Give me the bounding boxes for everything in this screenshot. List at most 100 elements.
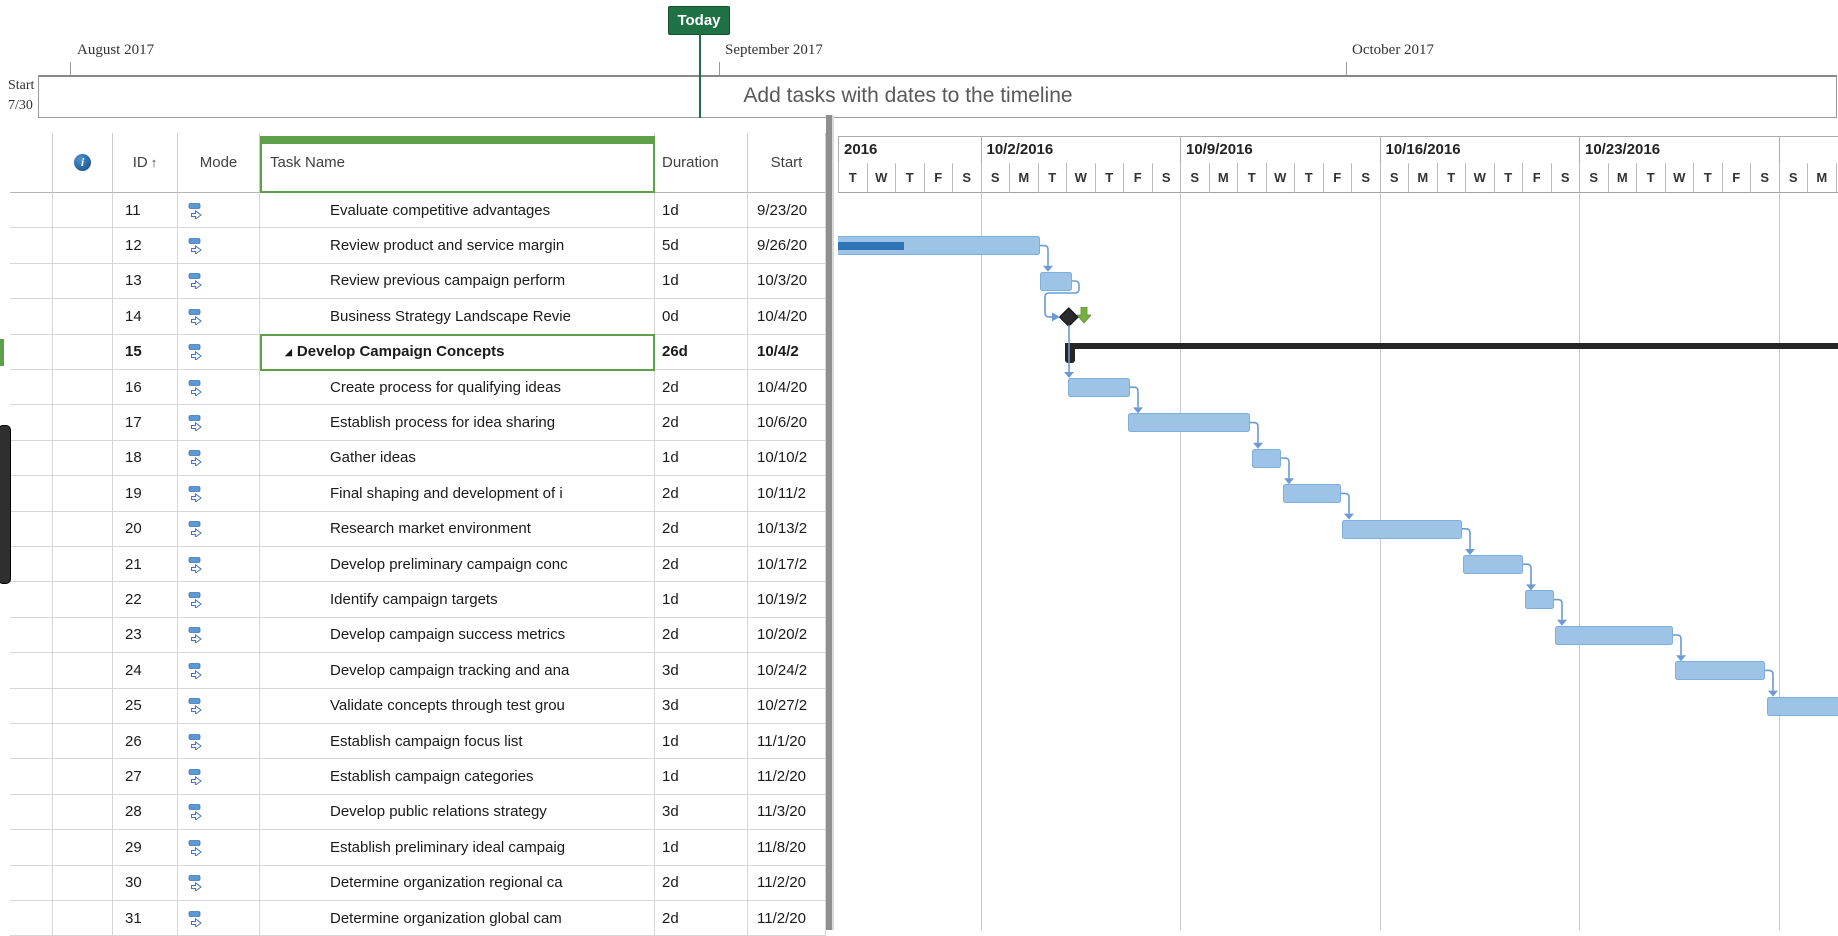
cell-task-name[interactable]: Develop preliminary campaign conc [260,547,655,581]
cell-duration[interactable]: 26d [655,335,748,369]
row-gutter-cell[interactable] [10,830,53,864]
cell-start[interactable]: 11/2/20 [748,866,826,900]
indicator-cell[interactable] [53,370,113,404]
cell-id[interactable]: 19 [113,476,178,510]
cell-mode[interactable] [178,441,260,475]
row-gutter-cell[interactable] [10,405,53,439]
cell-id[interactable]: 11 [113,193,178,227]
cell-id[interactable]: 25 [113,689,178,723]
indicator-cell[interactable] [53,759,113,793]
column-header-task-name[interactable]: Task Name [260,133,655,193]
cell-duration[interactable]: 3d [655,653,748,687]
cell-mode[interactable] [178,759,260,793]
cell-task-name[interactable]: Business Strategy Landscape Revie [260,299,655,333]
cell-duration[interactable]: 2d [655,866,748,900]
day-header-cell[interactable]: S [1750,163,1779,193]
cell-start[interactable]: 10/13/2 [748,512,826,546]
day-header-cell[interactable]: T [895,163,924,193]
cell-mode[interactable] [178,547,260,581]
cell-start[interactable]: 10/10/2 [748,441,826,475]
indicator-cell[interactable] [53,653,113,687]
day-header-cell[interactable]: W [1266,163,1295,193]
gantt-bar[interactable] [1283,484,1341,503]
day-header-cell[interactable]: F [1522,163,1551,193]
column-header-mode[interactable]: Mode [178,133,260,193]
day-header-cell[interactable]: T [1437,163,1466,193]
gantt-bar[interactable] [1675,661,1765,680]
cell-task-name[interactable]: Evaluate competitive advantages [260,193,655,227]
cell-mode[interactable] [178,405,260,439]
row-gutter-cell[interactable] [10,901,53,935]
day-header-cell[interactable]: M [1608,163,1637,193]
cell-task-name[interactable]: Develop campaign success metrics [260,618,655,652]
column-header-indicators[interactable]: i [53,133,113,193]
cell-duration[interactable]: 2d [655,405,748,439]
indicator-cell[interactable] [53,512,113,546]
day-header-cell[interactable]: W [1465,163,1494,193]
cell-duration[interactable]: 1d [655,264,748,298]
cell-task-name[interactable]: Determine organization regional ca [260,866,655,900]
cell-start[interactable]: 11/2/20 [748,901,826,935]
row-gutter-cell[interactable] [10,759,53,793]
cell-start[interactable]: 9/23/20 [748,193,826,227]
row-gutter-cell[interactable] [10,795,53,829]
cell-id[interactable]: 26 [113,724,178,758]
cell-duration[interactable]: 1d [655,759,748,793]
cell-mode[interactable] [178,228,260,262]
day-header-cell[interactable]: M [1807,163,1836,193]
cell-id[interactable]: 20 [113,512,178,546]
vertical-scroll-thumb[interactable] [0,425,11,584]
week-header-cell[interactable]: 2016 [838,136,981,164]
cell-id[interactable]: 14 [113,299,178,333]
indicator-cell[interactable] [53,901,113,935]
day-header-cell[interactable]: T [1038,163,1067,193]
cell-mode[interactable] [178,724,260,758]
day-header-cell[interactable]: T [1237,163,1266,193]
cell-task-name[interactable]: Determine organization global cam [260,901,655,935]
week-header-cell[interactable] [1779,136,1838,164]
gantt-bar[interactable] [838,236,1040,255]
cell-start[interactable]: 10/4/20 [748,299,826,333]
cell-id[interactable]: 29 [113,830,178,864]
cell-task-name[interactable]: Establish process for idea sharing [260,405,655,439]
row-gutter-cell[interactable] [10,724,53,758]
cell-id[interactable]: 17 [113,405,178,439]
indicator-cell[interactable] [53,547,113,581]
row-gutter-cell[interactable] [10,441,53,475]
indicator-cell[interactable] [53,830,113,864]
cell-start[interactable]: 11/3/20 [748,795,826,829]
cell-id[interactable]: 18 [113,441,178,475]
column-header-duration[interactable]: Duration [655,133,748,193]
row-gutter-cell[interactable] [10,512,53,546]
row-gutter-cell[interactable] [10,299,53,333]
cell-mode[interactable] [178,866,260,900]
cell-mode[interactable] [178,618,260,652]
cell-mode[interactable] [178,901,260,935]
cell-task-name[interactable]: ◢Develop Campaign Concepts [260,335,655,369]
cell-mode[interactable] [178,476,260,510]
cell-task-name[interactable]: Final shaping and development of i [260,476,655,510]
day-header-cell[interactable]: T [838,163,867,193]
cell-id[interactable]: 22 [113,582,178,616]
column-header-start[interactable]: Start [748,133,826,193]
cell-duration[interactable]: 2d [655,512,748,546]
column-header-id[interactable]: ID ↑ [113,133,178,193]
day-header-cell[interactable]: S [1579,163,1608,193]
indicator-cell[interactable] [53,689,113,723]
cell-start[interactable]: 9/26/20 [748,228,826,262]
gantt-bar[interactable] [1555,626,1673,645]
today-marker[interactable]: Today [668,6,730,35]
cell-mode[interactable] [178,830,260,864]
